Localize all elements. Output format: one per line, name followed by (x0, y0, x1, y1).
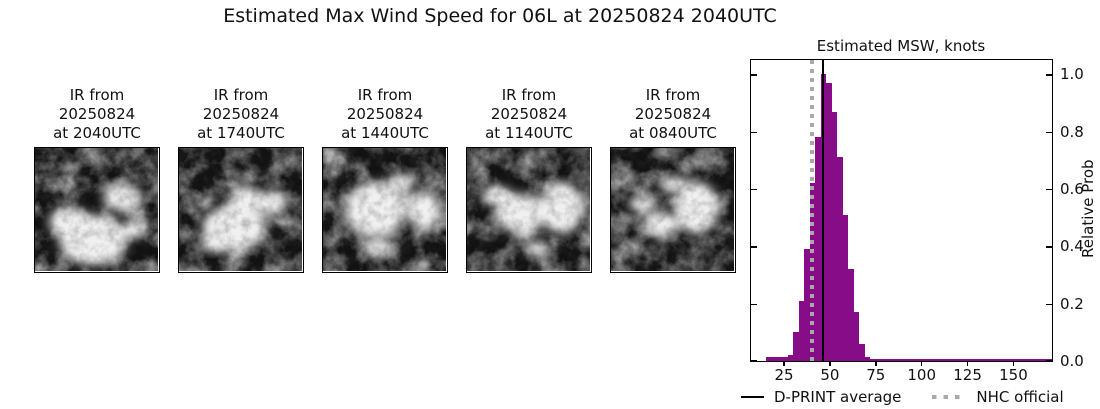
ir-satellite-image (178, 147, 304, 273)
legend-label-dprint: D-PRINT average (774, 388, 902, 406)
ir-panel-label-line: 20250824 (58, 105, 136, 123)
ir-panel: IR from 20250824 at 1740UTC (178, 86, 304, 273)
ir-panel-label-line: at 0840UTC (629, 124, 717, 142)
y-axis-label: Relative Prob (1079, 159, 1097, 258)
ir-panel: IR from 20250824 at 2040UTC (34, 86, 160, 273)
y-axis-tick-left (751, 246, 757, 248)
histogram-bar (837, 157, 843, 361)
y-axis-tick-right (1046, 246, 1052, 248)
x-axis-tick (875, 361, 877, 366)
ir-panel-label-line: IR from (645, 86, 701, 104)
histogram-bar (815, 137, 821, 361)
histogram-bar (848, 269, 854, 361)
ir-panel-label-line: at 2040UTC (53, 124, 141, 142)
y-axis-tick-label: 1.0 (1060, 65, 1084, 84)
ir-satellite-image (466, 147, 592, 273)
y-axis-tick-left (751, 359, 757, 361)
ir-panel-label-line: 20250824 (490, 105, 568, 123)
legend-solid-line-sample (741, 396, 764, 398)
ir-satellite-image (34, 147, 160, 273)
ir-panel-label: IR from 20250824 at 1140UTC (466, 86, 592, 143)
histogram-bar (776, 356, 783, 361)
histogram-bar (804, 249, 810, 361)
ir-panel-label: IR from 20250824 at 0840UTC (610, 86, 736, 143)
legend-dotted-line-sample (932, 395, 967, 399)
y-axis-tick-label: 0.0 (1060, 352, 1084, 370)
nhc-official-line (809, 60, 814, 361)
x-axis-tick-label: 100 (907, 366, 937, 384)
y-axis-tick-right (1046, 359, 1052, 361)
ir-panel: IR from 20250824 at 0840UTC (610, 86, 736, 273)
ir-panel-label: IR from 20250824 at 2040UTC (34, 86, 160, 143)
plot-area: 25 50 75 100 125 150 0.0 0.2 0.4 0.6 0.8 1.0 (750, 59, 1084, 384)
histogram-bar (771, 356, 777, 361)
y-axis-tick-left (751, 189, 757, 191)
y-axis-tick-left (751, 303, 757, 305)
plot-title: Estimated MSW, knots (816, 37, 986, 55)
ir-panel-label-line: IR from (213, 86, 269, 104)
legend: D-PRINT average NHC official (741, 387, 1100, 407)
histogram-bar (798, 300, 805, 361)
histogram-bar (853, 312, 860, 361)
histogram-bar (864, 356, 871, 361)
y-axis-tick-left (751, 131, 757, 133)
x-axis-tick (966, 361, 969, 366)
ir-satellite-image (322, 147, 448, 273)
histogram-bar (782, 356, 788, 361)
ir-panel-label-line: 20250824 (346, 105, 424, 123)
ir-panel-label-line: 20250824 (202, 105, 280, 123)
ir-panel-label-line: at 1140UTC (485, 124, 573, 142)
y-axis-tick-right (1046, 189, 1052, 191)
y-axis-tick-label: 0.6 (1060, 180, 1084, 198)
figure-title: Estimated Max Wind Speed for 06L at 2025… (223, 5, 777, 27)
y-axis-tick-left (751, 74, 757, 76)
x-axis-tick-label: 150 (999, 366, 1028, 384)
histogram-bar (859, 343, 865, 361)
dprint-average-line (821, 60, 824, 361)
ir-panel: IR from 20250824 at 1140UTC (466, 86, 592, 273)
x-axis-tick (1012, 361, 1015, 366)
ir-panel-label: IR from 20250824 at 1740UTC (178, 86, 304, 143)
histogram-bar (765, 356, 772, 361)
ir-panel-label-line: IR from (357, 86, 413, 104)
x-axis-tick (783, 361, 785, 366)
ir-panel-label-line: 20250824 (634, 105, 712, 123)
histogram-bar (787, 355, 794, 361)
x-axis-tick (829, 361, 831, 366)
y-axis-tick-label: 0.4 (1060, 237, 1084, 256)
ir-panel-label-line: at 1740UTC (197, 124, 285, 142)
x-axis-tick-label: 75 (866, 366, 886, 384)
ir-satellite-image (610, 147, 736, 273)
ir-panel-label: IR from 20250824 at 1440UTC (322, 86, 448, 143)
x-axis-tick-label: 25 (774, 366, 794, 384)
y-axis-tick-label: 0.2 (1060, 294, 1084, 313)
x-axis-tick-label: 125 (953, 366, 982, 384)
histogram-bar (826, 82, 832, 361)
x-axis-tick (921, 361, 923, 366)
x-axis-tick-label: 50 (820, 366, 840, 384)
y-axis-tick-right (1046, 303, 1052, 305)
legend-label-nhc: NHC official (976, 388, 1064, 406)
ir-panel-label-line: IR from (69, 86, 125, 104)
histogram-bar (831, 111, 838, 361)
ir-panel: IR from 20250824 at 1440UTC (322, 86, 448, 273)
histogram-bar (842, 214, 849, 361)
histogram-bar (793, 332, 799, 361)
histogram-bar (870, 358, 1052, 361)
y-axis-tick-right (1046, 131, 1052, 133)
ir-panel-label-line: at 1440UTC (341, 124, 429, 142)
y-axis-tick-right (1046, 74, 1052, 76)
ir-panel-label-line: IR from (501, 86, 557, 104)
y-axis-tick-label: 0.8 (1060, 122, 1084, 141)
